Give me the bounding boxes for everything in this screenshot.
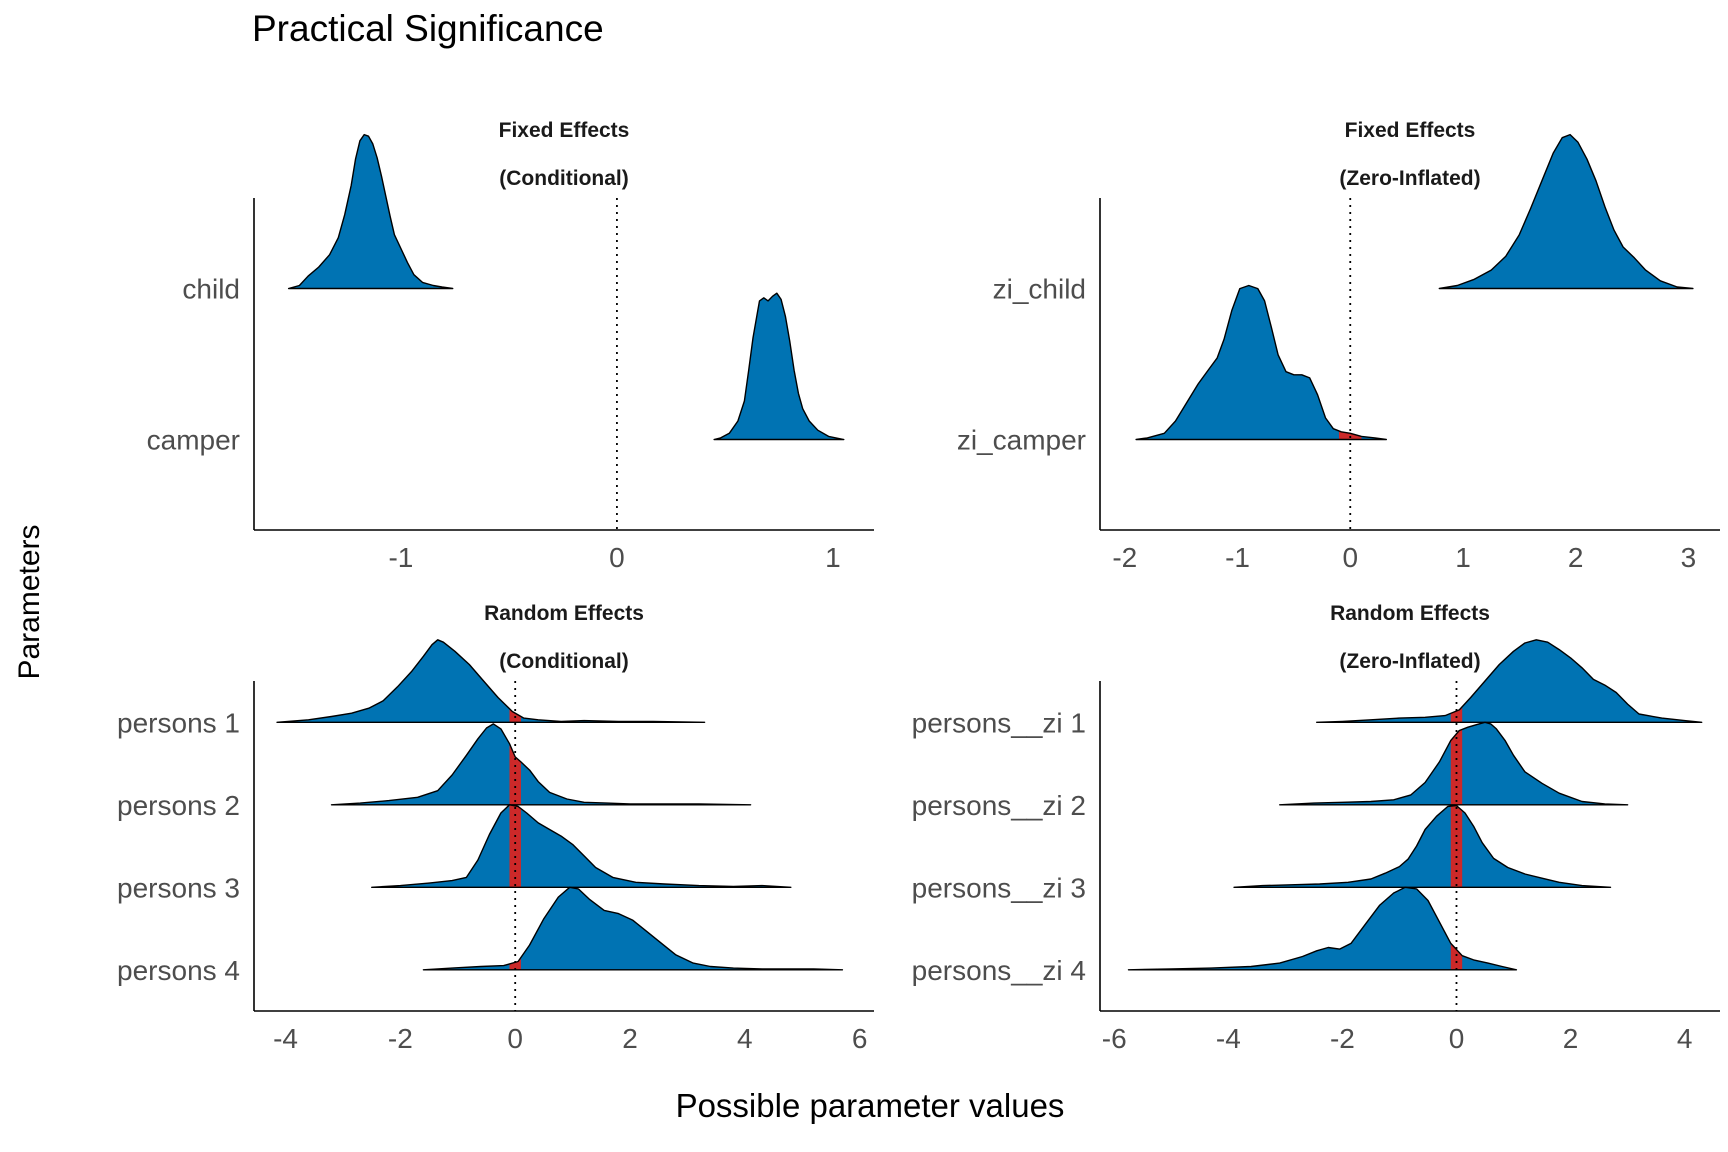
x-tick-label: -2 xyxy=(388,1023,413,1054)
y-tick-label: persons__zi 4 xyxy=(912,955,1086,986)
density-outline xyxy=(1279,721,1629,806)
strip-label: (Zero-Inflated) xyxy=(1339,650,1480,673)
x-tick-label: 0 xyxy=(1342,542,1358,573)
y-tick-label: camper xyxy=(147,424,240,455)
density-outline xyxy=(330,723,752,806)
y-tick-label: persons 2 xyxy=(117,790,240,821)
x-tick-label: 6 xyxy=(852,1023,868,1054)
panel-1: Fixed Effects (Conditional) -1 0 1 child campe… xyxy=(147,119,874,573)
strip-label: Random Effects xyxy=(484,602,644,625)
y-tick-label: persons 4 xyxy=(117,955,240,986)
x-tick-label: 2 xyxy=(622,1023,638,1054)
panel-3: Random Effects (Conditional) -4 -2 0 2 4 6 perso… xyxy=(117,602,874,1054)
x-tick-label: -1 xyxy=(388,542,413,573)
rope-region xyxy=(509,804,521,888)
density-outline xyxy=(1127,886,1518,971)
chart-title: Practical Significance xyxy=(252,8,604,49)
strip-label: Fixed Effects xyxy=(499,119,630,142)
density-camper xyxy=(714,293,844,440)
y-tick-label: zi_child xyxy=(993,274,1086,305)
density-persons-zi-1 xyxy=(1316,639,1702,723)
density-outline xyxy=(1438,133,1694,290)
density-outline xyxy=(1316,639,1703,723)
y-tick-label: persons 3 xyxy=(117,872,240,903)
y-tick-label: persons__zi 3 xyxy=(912,872,1086,903)
density-persons-2 xyxy=(331,723,751,805)
x-tick-label: -2 xyxy=(1112,542,1137,573)
x-axis-title: Possible parameter values xyxy=(675,1087,1065,1124)
x-tick-label: 4 xyxy=(1677,1023,1693,1054)
density-zi-camper xyxy=(1136,285,1387,440)
density-persons-1 xyxy=(277,639,705,723)
density-persons-zi-3 xyxy=(1234,805,1611,888)
density-outline xyxy=(713,292,845,441)
density-outline xyxy=(371,804,792,888)
x-tick-label: 3 xyxy=(1681,542,1697,573)
x-tick-label: 0 xyxy=(609,542,625,573)
rope-region xyxy=(1450,722,1463,805)
strip-label: Fixed Effects xyxy=(1345,119,1476,142)
rope-region xyxy=(1450,805,1463,888)
x-tick-label: 2 xyxy=(1563,1023,1579,1054)
x-tick-label: 4 xyxy=(737,1023,753,1054)
x-tick-label: -4 xyxy=(273,1023,298,1054)
density-outline xyxy=(1233,804,1612,888)
density-outline xyxy=(422,886,844,971)
x-tick-label: 0 xyxy=(507,1023,523,1054)
density-outline xyxy=(276,639,706,723)
panel-2: Fixed Effects (Zero-Inflated) -2 -1 0 1 2 3 zi_c… xyxy=(957,119,1720,573)
rope-region xyxy=(509,723,521,805)
density-outline xyxy=(287,133,454,290)
density-child xyxy=(288,134,453,289)
y-tick-label: child xyxy=(182,274,240,305)
strip-label: (Conditional) xyxy=(499,650,628,673)
density-zi-child xyxy=(1439,134,1693,289)
strip-label: (Conditional) xyxy=(499,167,628,190)
y-tick-label: persons__zi 1 xyxy=(912,707,1086,738)
panel-4: Random Effects (Zero-Inflated) -6 -4 -2 0 2 4 pe… xyxy=(912,602,1720,1054)
density-persons-zi-4 xyxy=(1128,887,1517,970)
y-tick-label: persons 1 xyxy=(117,707,240,738)
density-outline xyxy=(1135,284,1387,441)
x-tick-label: -2 xyxy=(1330,1023,1355,1054)
x-tick-label: 2 xyxy=(1568,542,1584,573)
x-tick-label: 1 xyxy=(1455,542,1471,573)
strip-label: Random Effects xyxy=(1330,602,1490,625)
strip-label: (Zero-Inflated) xyxy=(1339,167,1480,190)
x-tick-label: -1 xyxy=(1225,542,1250,573)
y-tick-label: persons__zi 2 xyxy=(912,790,1086,821)
density-persons-4 xyxy=(423,887,843,970)
x-tick-label: -6 xyxy=(1102,1023,1127,1054)
x-tick-label: -4 xyxy=(1216,1023,1241,1054)
density-persons-3 xyxy=(371,804,791,888)
x-tick-label: 1 xyxy=(825,542,841,573)
y-tick-label: zi_camper xyxy=(957,424,1086,455)
x-tick-label: 0 xyxy=(1449,1023,1465,1054)
